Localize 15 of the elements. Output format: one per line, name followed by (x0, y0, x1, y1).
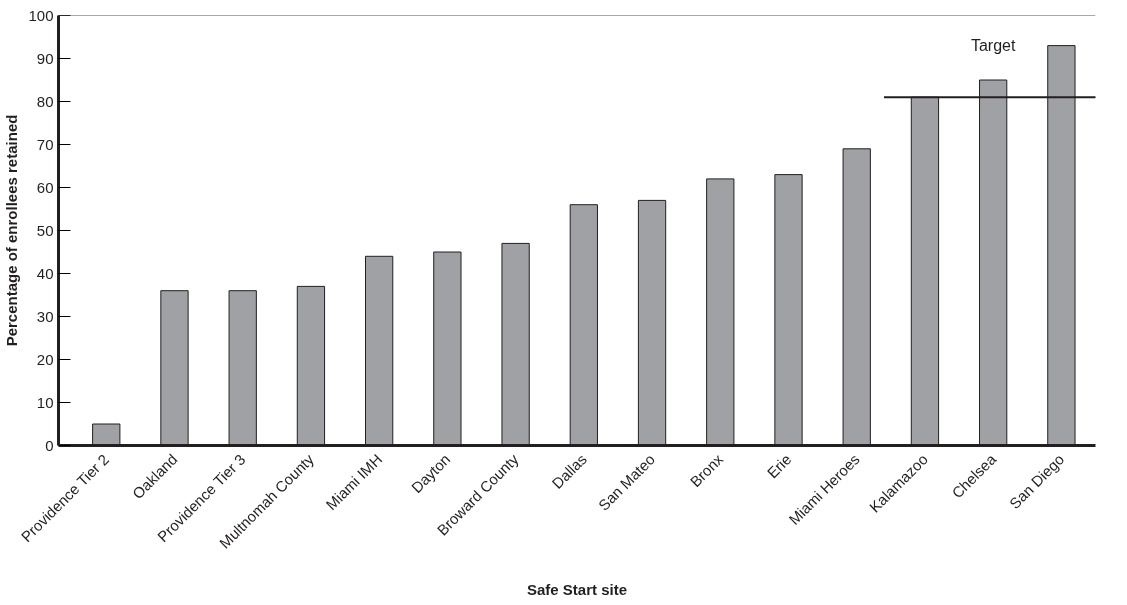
x-tick-label: Erie (763, 450, 795, 482)
y-tick-label: 30 (36, 307, 54, 325)
y-axis-title: Percentage of enrollees retained (3, 114, 21, 347)
y-tick-label: 0 (45, 436, 54, 454)
y-tick-label: 100 (28, 6, 54, 24)
y-tick-label: 50 (36, 221, 54, 239)
y-tick-label: 90 (36, 49, 54, 67)
ref-line-label: Target (970, 37, 1016, 55)
y-tick-label: 40 (36, 264, 54, 282)
y-tick-label: 60 (36, 178, 54, 196)
y-tick-label: 70 (36, 135, 54, 153)
y-tick-label: 80 (36, 92, 54, 110)
y-tick-label: 20 (36, 350, 54, 368)
x-axis-title: Safe Start site (526, 580, 628, 598)
y-tick-label: 10 (36, 393, 54, 411)
